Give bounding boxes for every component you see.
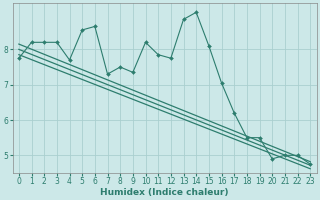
X-axis label: Humidex (Indice chaleur): Humidex (Indice chaleur) [100,188,229,197]
